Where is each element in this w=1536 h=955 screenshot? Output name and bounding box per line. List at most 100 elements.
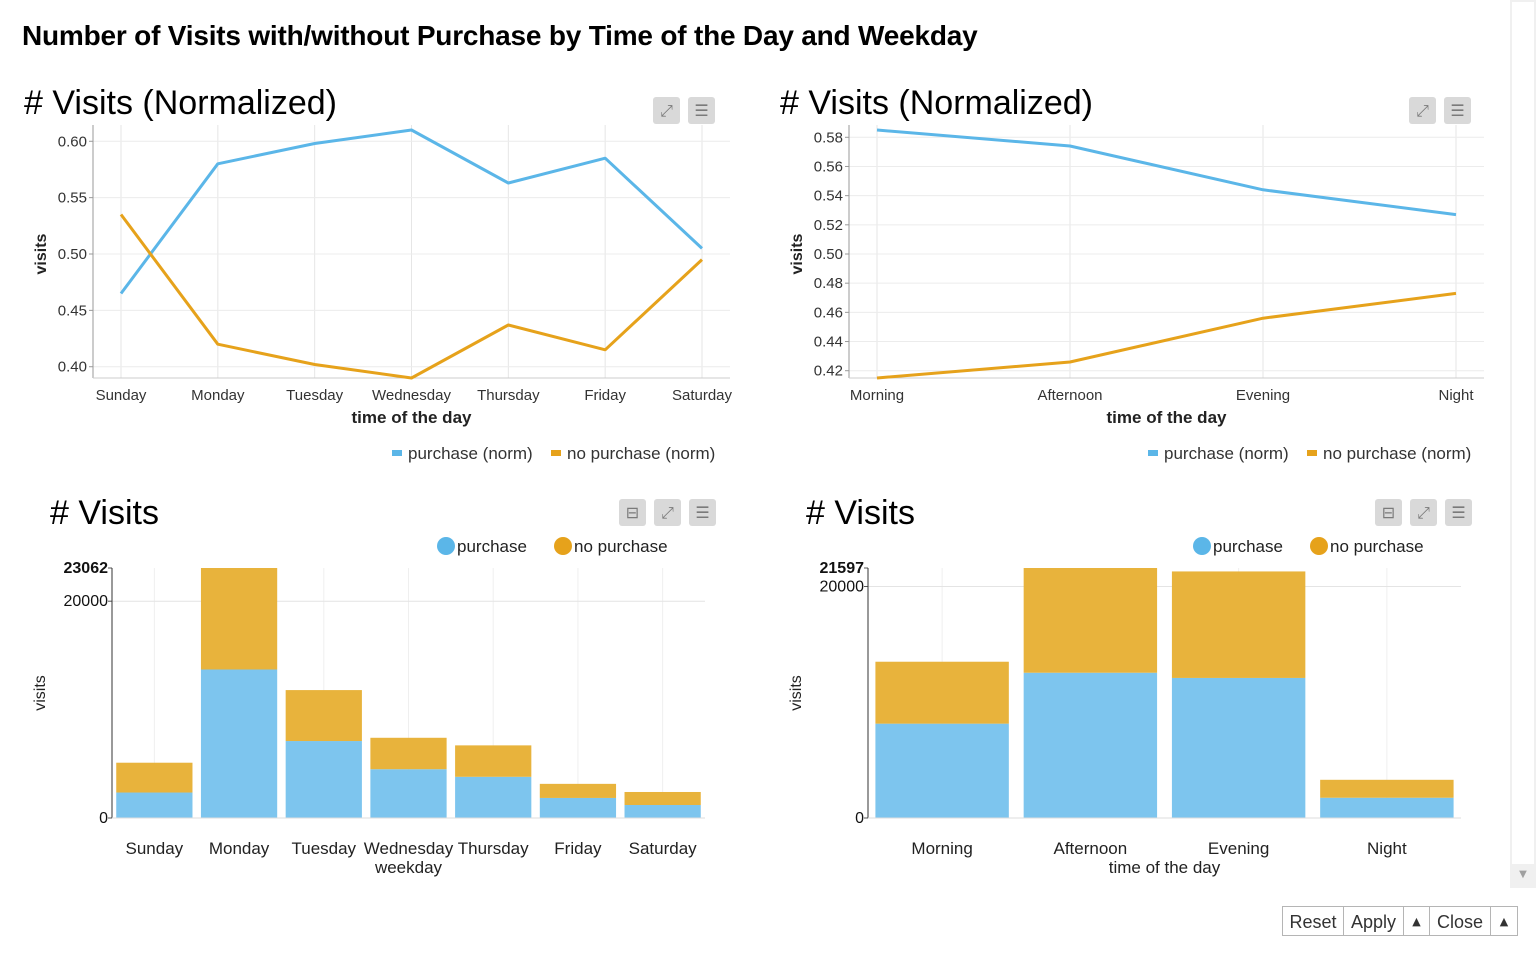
fullscreen-icon[interactable]: ⤢ xyxy=(1410,499,1437,526)
panel-title: # Visits xyxy=(806,494,915,532)
legend-label: no purchase (norm) xyxy=(1323,444,1471,463)
panel-title: # Visits (Normalized) xyxy=(24,84,338,122)
x-tick-label: Morning xyxy=(850,387,904,404)
x-tick-label: Night xyxy=(1438,387,1474,404)
y-tick-label: 0.40 xyxy=(58,359,87,376)
bar-segment-no-purchase xyxy=(624,791,701,805)
bar-segment-purchase xyxy=(116,792,193,818)
menu-icon[interactable]: ☰ xyxy=(1444,97,1471,124)
y-tick-label: 0.50 xyxy=(814,246,843,263)
legend-label: no purchase xyxy=(574,537,668,556)
purchase-series-line xyxy=(876,128,1457,217)
bar-segment-purchase xyxy=(624,804,701,818)
bar-segment-purchase xyxy=(875,723,1009,818)
y-axis-label: visits xyxy=(32,675,49,711)
x-tick-label: Tuesday xyxy=(286,387,343,404)
y-tick-label: 20000 xyxy=(820,578,865,595)
fullscreen-icon[interactable]: ⤢ xyxy=(653,97,680,124)
y-tick-label: 0 xyxy=(99,810,108,827)
bar-segment-purchase xyxy=(370,769,447,818)
y-tick-label: 0.58 xyxy=(814,129,843,146)
legend-marker-no-purchase xyxy=(1310,537,1328,555)
reset-button[interactable]: Reset xyxy=(1282,906,1344,936)
menu-icon[interactable]: ☰ xyxy=(689,499,716,526)
minimize-icon[interactable]: ⊟ xyxy=(1375,499,1402,526)
bar-segment-purchase xyxy=(1171,677,1306,818)
y-tick-label: 0.60 xyxy=(58,133,87,150)
line-chart-time-of-day: 0.42 0.44 0.46 0.48 0.50 0.52 0.54 0.56 0.58 Morn… xyxy=(789,125,1484,463)
x-tick-label: Thursday xyxy=(477,387,540,404)
bar-segment-no-purchase xyxy=(200,568,278,670)
legend-label: purchase (norm) xyxy=(408,444,533,463)
fullscreen-icon[interactable]: ⤢ xyxy=(1409,97,1436,124)
legend-label: no purchase (norm) xyxy=(567,444,715,463)
scroll-down-icon[interactable]: ▼ xyxy=(1519,869,1527,880)
x-axis-label: weekday xyxy=(374,858,443,877)
y-tick-label: 0.44 xyxy=(814,334,843,351)
no-purchase-series-line xyxy=(876,291,1457,380)
x-tick-label: Monday xyxy=(191,387,245,404)
x-axis-label: time of the day xyxy=(352,408,473,427)
no-purchase-series-line xyxy=(119,213,704,380)
legend-marker-no-purchase xyxy=(554,537,572,555)
minimize-icon[interactable]: ⊟ xyxy=(619,499,646,526)
legend-swatch-no-purchase xyxy=(1307,450,1317,456)
bar-segment-no-purchase xyxy=(116,762,193,793)
y-tick-label: 0.45 xyxy=(58,302,87,319)
close-button[interactable]: Close xyxy=(1429,906,1491,936)
x-axis-label: time of the day xyxy=(1109,858,1221,877)
y-tick-label: 21597 xyxy=(820,560,865,577)
fullscreen-icon[interactable]: ⤢ xyxy=(654,499,681,526)
legend-swatch-purchase xyxy=(1148,450,1158,456)
x-tick-label: Wednesday xyxy=(372,387,451,404)
legend-label: no purchase xyxy=(1330,537,1424,556)
apply-dropdown-arrow-icon[interactable]: ▲ xyxy=(1403,906,1430,936)
bar-segment-purchase xyxy=(285,741,362,818)
y-axis-label: visits xyxy=(33,233,50,274)
y-tick-label: 0.52 xyxy=(814,217,843,234)
y-tick-label: 0.48 xyxy=(814,275,843,292)
bar-segment-purchase xyxy=(455,776,532,818)
menu-icon[interactable]: ☰ xyxy=(1445,499,1472,526)
legend-swatch-purchase xyxy=(392,450,402,456)
bar-segment-no-purchase xyxy=(1320,779,1454,798)
x-tick-label: Saturday xyxy=(629,839,698,858)
x-tick-label: Thursday xyxy=(458,839,529,858)
x-tick-label: Evening xyxy=(1208,839,1269,858)
y-tick-label: 23062 xyxy=(64,560,109,577)
y-tick-label: 0.46 xyxy=(814,304,843,321)
y-tick-label: 20000 xyxy=(64,593,109,610)
bar-segment-no-purchase xyxy=(539,783,617,798)
bar-segment-no-purchase xyxy=(455,745,532,777)
x-tick-label: Wednesday xyxy=(364,839,454,858)
bar-segment-purchase xyxy=(1320,797,1454,818)
legend-swatch-no-purchase xyxy=(551,450,561,456)
line-chart-weekday: 0.40 0.45 0.50 0.55 0.60 Sunday Monday Tuesday W… xyxy=(33,125,733,463)
x-tick-label: Tuesday xyxy=(291,839,356,858)
x-tick-label: Friday xyxy=(584,387,626,404)
y-tick-label: 0.50 xyxy=(58,246,87,263)
scrollbar-thumb[interactable] xyxy=(1512,2,1534,864)
bar-segment-purchase xyxy=(539,797,617,818)
menu-icon[interactable]: ☰ xyxy=(688,97,715,124)
close-dropdown-arrow-icon[interactable]: ▲ xyxy=(1490,906,1518,936)
x-tick-label: Afternoon xyxy=(1037,387,1102,404)
bar-segment-no-purchase xyxy=(1171,571,1306,678)
x-tick-label: Morning xyxy=(911,839,972,858)
apply-button[interactable]: Apply xyxy=(1343,906,1404,936)
bar-segment-no-purchase xyxy=(370,737,447,770)
y-axis-label: visits xyxy=(788,675,805,711)
x-tick-label: Sunday xyxy=(96,387,147,404)
y-tick-label: 0.54 xyxy=(814,188,843,205)
x-tick-label: Sunday xyxy=(126,839,184,858)
panel-title: # Visits xyxy=(50,494,159,532)
x-tick-label: Night xyxy=(1367,839,1407,858)
y-tick-label: 0 xyxy=(855,810,864,827)
panel-title: # Visits (Normalized) xyxy=(780,84,1094,122)
bar-segment-purchase xyxy=(200,669,278,818)
legend-label: purchase xyxy=(457,537,527,556)
legend-marker-purchase xyxy=(1193,537,1211,555)
x-tick-label: Saturday xyxy=(672,387,733,404)
bar-segment-no-purchase xyxy=(285,690,362,742)
